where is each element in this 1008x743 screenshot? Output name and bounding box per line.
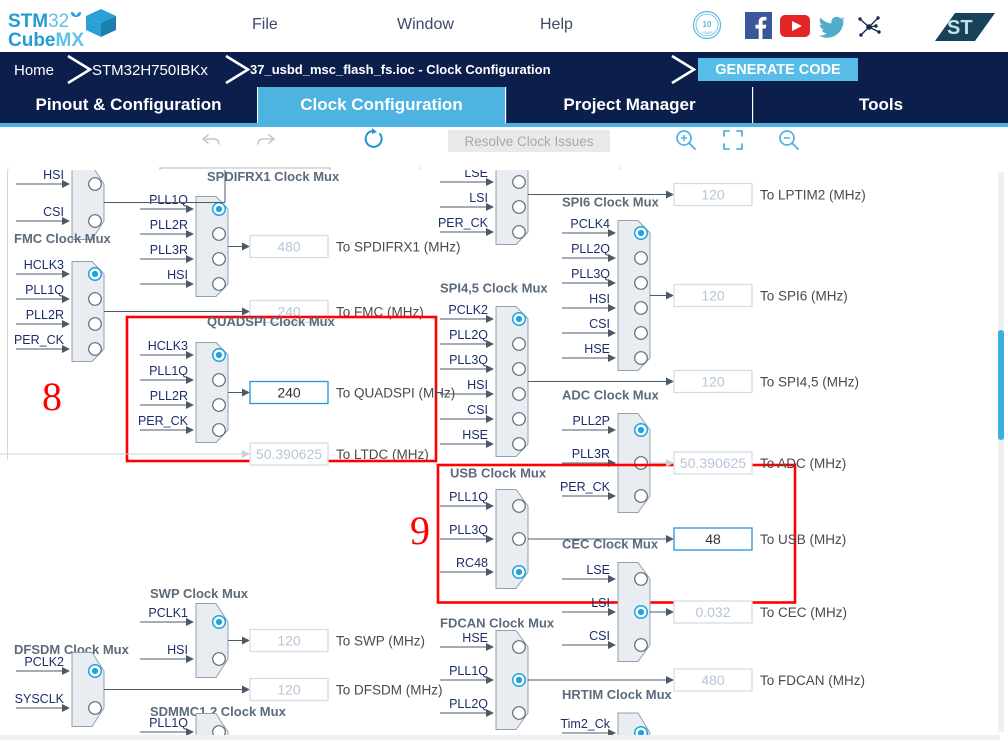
- svg-text:To SPI6 (MHz): To SPI6 (MHz): [760, 289, 848, 304]
- svg-text:50.390625: 50.390625: [256, 446, 322, 462]
- svg-text:PCLK1: PCLK1: [148, 606, 188, 620]
- svg-text:LSI: LSI: [469, 191, 488, 205]
- svg-text:ST: ST: [947, 17, 973, 39]
- svg-text:PLL2R: PLL2R: [150, 218, 188, 232]
- svg-text:50.390625: 50.390625: [680, 455, 746, 471]
- svg-text:USB Clock Mux: USB Clock Mux: [450, 466, 547, 481]
- svg-text:PER_CK: PER_CK: [138, 414, 189, 428]
- svg-text:480: 480: [701, 672, 725, 688]
- svg-text:HSI: HSI: [167, 268, 188, 282]
- svg-text:PER_CK: PER_CK: [14, 333, 65, 347]
- svg-text:To USB (MHz): To USB (MHz): [760, 532, 846, 547]
- svg-text:QUADSPI Clock Mux: QUADSPI Clock Mux: [207, 314, 336, 329]
- svg-text:GENERATE CODE: GENERATE CODE: [715, 62, 841, 78]
- svg-text:FDCAN Clock Mux: FDCAN Clock Mux: [440, 616, 555, 631]
- svg-text:YEARS: YEARS: [701, 31, 713, 35]
- svg-text:120: 120: [701, 374, 725, 390]
- svg-text:CEC Clock Mux: CEC Clock Mux: [562, 537, 659, 552]
- svg-text:FMC Clock Mux: FMC Clock Mux: [14, 231, 112, 246]
- svg-text:STM32H750IBKx: STM32H750IBKx: [92, 62, 208, 79]
- svg-text:LSI: LSI: [591, 596, 610, 610]
- svg-text:HCLK3: HCLK3: [148, 339, 188, 353]
- svg-text:To SPI4,5 (MHz): To SPI4,5 (MHz): [760, 375, 859, 390]
- svg-text:Home: Home: [14, 62, 54, 79]
- svg-text:PER_CK: PER_CK: [560, 480, 611, 494]
- svg-text:PLL1Q: PLL1Q: [149, 364, 188, 378]
- svg-text:PLL2P: PLL2P: [572, 414, 610, 428]
- svg-text:RC48: RC48: [456, 556, 488, 570]
- svg-text:HSE: HSE: [462, 631, 488, 645]
- svg-text:37_usbd_msc_flash_fs.ioc - Clo: 37_usbd_msc_flash_fs.ioc - Clock Configu…: [250, 62, 551, 77]
- svg-text:To DFSDM (MHz): To DFSDM (MHz): [336, 683, 443, 698]
- svg-text:8: 8: [42, 374, 62, 419]
- svg-text:LSE: LSE: [586, 563, 610, 577]
- svg-text:PLL2R: PLL2R: [150, 389, 188, 403]
- svg-text:CSI: CSI: [589, 629, 610, 643]
- svg-text:HSI: HSI: [43, 170, 64, 182]
- svg-text:Tim2_Ck: Tim2_Ck: [560, 717, 610, 731]
- svg-text:To ADC (MHz): To ADC (MHz): [760, 456, 846, 471]
- svg-text:480: 480: [277, 239, 301, 255]
- svg-text:PLL2Q: PLL2Q: [449, 697, 488, 711]
- svg-text:HSE: HSE: [462, 428, 488, 442]
- svg-text:PLL2R: PLL2R: [26, 308, 64, 322]
- svg-text:SPI4,5 Clock Mux: SPI4,5 Clock Mux: [440, 281, 548, 296]
- svg-text:CSI: CSI: [467, 403, 488, 417]
- svg-text:PLL1Q: PLL1Q: [25, 283, 64, 297]
- svg-text:120: 120: [701, 187, 725, 203]
- svg-text:CSI: CSI: [43, 205, 64, 219]
- svg-text:0.032: 0.032: [695, 604, 730, 620]
- svg-text:SPDIFRX1 Clock Mux: SPDIFRX1 Clock Mux: [207, 170, 340, 184]
- svg-text:HSI: HSI: [167, 643, 188, 657]
- svg-text:PLL3R: PLL3R: [150, 243, 188, 257]
- svg-text:CSI: CSI: [589, 317, 610, 331]
- svg-text:120: 120: [277, 633, 301, 649]
- svg-text:PLL2Q: PLL2Q: [571, 242, 610, 256]
- svg-text:To SPDIFRX1 (MHz): To SPDIFRX1 (MHz): [336, 240, 461, 255]
- svg-text:To CEC (MHz): To CEC (MHz): [760, 605, 847, 620]
- svg-text:48: 48: [705, 531, 721, 547]
- svg-text:9: 9: [410, 508, 430, 553]
- svg-text:To LPTIM2 (MHz): To LPTIM2 (MHz): [760, 188, 866, 203]
- svg-text:To QUADSPI (MHz): To QUADSPI (MHz): [336, 386, 455, 401]
- svg-text:HSE: HSE: [584, 342, 610, 356]
- svg-text:To SWP (MHz): To SWP (MHz): [336, 634, 425, 649]
- svg-text:HSI: HSI: [467, 378, 488, 392]
- svg-text:SYSCLK: SYSCLK: [15, 692, 65, 706]
- svg-text:PCLK2: PCLK2: [24, 655, 64, 669]
- svg-text:PCLK2: PCLK2: [448, 303, 488, 317]
- svg-text:PLL2Q: PLL2Q: [449, 328, 488, 342]
- svg-text:PCLK4: PCLK4: [570, 217, 610, 231]
- svg-text:PLL3R: PLL3R: [572, 447, 610, 461]
- svg-text:To LTDC (MHz): To LTDC (MHz): [336, 447, 429, 462]
- svg-text:240: 240: [277, 385, 301, 401]
- svg-text:LSE: LSE: [464, 170, 488, 180]
- svg-text:120: 120: [277, 682, 301, 698]
- svg-text:PER_CK: PER_CK: [438, 216, 489, 230]
- svg-text:PLL3Q: PLL3Q: [449, 353, 488, 367]
- svg-text:PLL1Q: PLL1Q: [449, 664, 488, 678]
- svg-text:120: 120: [701, 288, 725, 304]
- svg-text:To FDCAN (MHz): To FDCAN (MHz): [760, 673, 865, 688]
- svg-text:HRTIM Clock Mux: HRTIM Clock Mux: [562, 687, 673, 702]
- svg-text:PLL3Q: PLL3Q: [449, 523, 488, 537]
- svg-text:PLL1Q: PLL1Q: [149, 716, 188, 730]
- svg-text:SWP Clock Mux: SWP Clock Mux: [150, 586, 249, 601]
- svg-text:PLL1Q: PLL1Q: [449, 490, 488, 504]
- svg-text:PLL3Q: PLL3Q: [571, 267, 610, 281]
- svg-text:SPI6 Clock Mux: SPI6 Clock Mux: [562, 195, 660, 210]
- svg-text:HCLK3: HCLK3: [24, 258, 64, 272]
- svg-text:HSI: HSI: [589, 292, 610, 306]
- svg-text:ADC Clock Mux: ADC Clock Mux: [562, 388, 660, 403]
- svg-text:10: 10: [703, 20, 712, 29]
- svg-text:PLL1Q: PLL1Q: [149, 193, 188, 207]
